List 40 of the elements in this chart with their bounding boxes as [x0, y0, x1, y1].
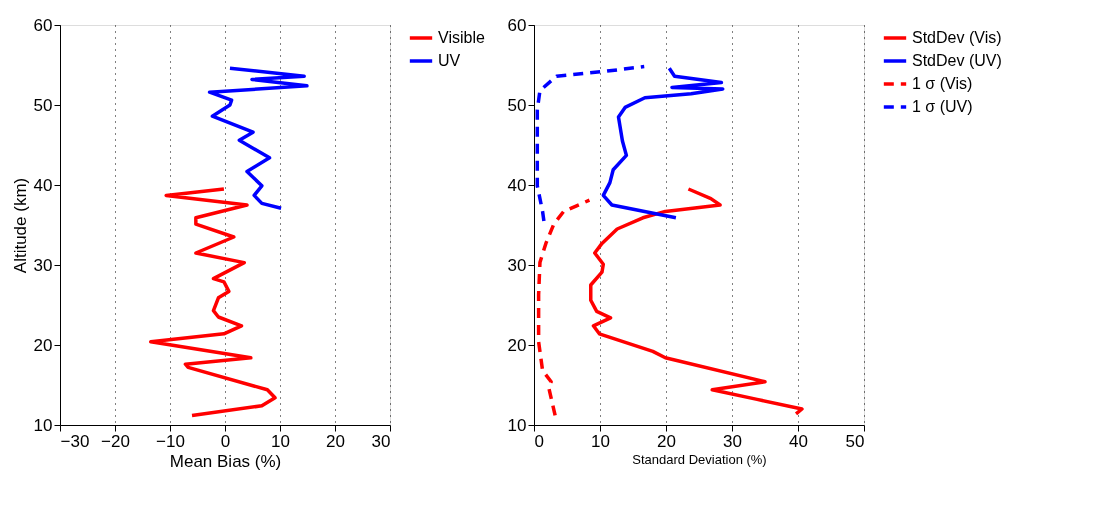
x-tick-label: 30 [371, 431, 391, 451]
x-tick-label: 0 [534, 431, 544, 451]
y-tick-label: 30 [33, 255, 53, 275]
y-tick-label: 20 [33, 335, 53, 355]
x-axis-title: Standard Deviation (%) [632, 451, 767, 467]
legend-label: StdDev (UV) [912, 52, 1002, 69]
line-series [589, 187, 804, 416]
y-tick-label: 60 [507, 15, 527, 35]
y-tick-label: 50 [33, 95, 53, 115]
y-axis-title: Altitude (km) [10, 177, 30, 274]
line-series [536, 198, 592, 418]
y-tick-label: 20 [507, 335, 527, 355]
x-tick-label: 20 [326, 431, 345, 451]
y-tick-label: 10 [33, 415, 53, 435]
legend-label: Visible [438, 29, 485, 46]
y-tick-label: 40 [507, 175, 527, 195]
x-tick-label: −20 [101, 431, 130, 451]
x-tick-label: 30 [723, 431, 742, 451]
x-tick-label: 20 [657, 431, 676, 451]
line-series [207, 66, 309, 210]
y-tick-label: 50 [507, 95, 527, 115]
x-tick-label: 0 [220, 431, 231, 451]
legend-label: StdDev (Vis) [912, 29, 1002, 46]
x-tick-label: 10 [271, 431, 290, 451]
legend-label: 1 σ (UV) [912, 98, 973, 115]
line-series [535, 64, 646, 223]
legend-label: 1 σ (Vis) [912, 75, 973, 92]
x-tick-label: 40 [789, 431, 808, 451]
x-tick-label: −10 [156, 431, 185, 451]
y-tick-label: 40 [33, 175, 53, 195]
y-tick-label: 60 [33, 15, 53, 35]
y-tick-label: 30 [507, 255, 527, 275]
x-axis-title: Mean Bias (%) [169, 451, 282, 471]
y-tick-label: 10 [507, 415, 527, 435]
line-series [149, 187, 277, 418]
legend-label: UV [438, 52, 461, 69]
x-tick-label: −30 [60, 431, 90, 451]
line-series [601, 66, 725, 220]
x-tick-label: 10 [591, 431, 610, 451]
x-tick-label: 50 [845, 431, 865, 451]
